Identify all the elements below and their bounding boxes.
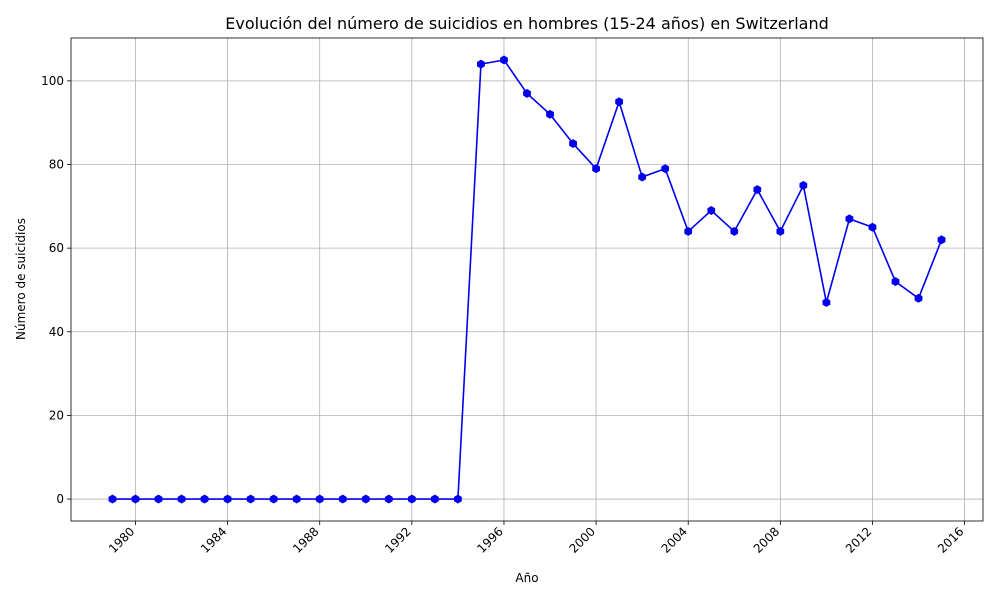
y-axis-label: Número de suicidios — [14, 218, 28, 340]
data-point — [661, 164, 670, 174]
data-point — [246, 494, 255, 504]
data-point — [799, 180, 808, 190]
marker-layer — [108, 55, 946, 504]
data-point — [315, 494, 324, 504]
y-tick-label: 100 — [41, 74, 64, 88]
y-tick-label: 80 — [49, 158, 64, 172]
data-point — [707, 206, 716, 215]
data-point — [131, 494, 140, 504]
y-tick-label: 0 — [56, 492, 64, 506]
data-point — [292, 494, 301, 504]
data-point — [615, 97, 624, 107]
y-tick-label: 60 — [49, 241, 64, 255]
data-point — [200, 494, 209, 504]
data-point — [338, 494, 347, 504]
x-tick-label: 2008 — [751, 524, 782, 555]
data-point — [638, 172, 647, 182]
data-point — [269, 494, 278, 504]
data-point — [868, 222, 877, 232]
plot-frame — [70, 37, 984, 522]
data-point — [937, 235, 946, 245]
data-point — [407, 494, 416, 504]
data-point — [500, 55, 508, 65]
chart-title: Evolución del número de suicidios en hom… — [225, 14, 828, 33]
data-point — [108, 494, 117, 504]
x-tick-label: 2004 — [659, 524, 690, 555]
series-line — [112, 59, 943, 500]
x-tick-label: 1992 — [382, 524, 413, 555]
x-tick-label: 1980 — [106, 524, 137, 555]
data-point — [177, 494, 186, 504]
data-point — [361, 494, 370, 504]
data-point — [223, 494, 232, 504]
x-tick-label: 1984 — [198, 524, 229, 555]
data-point — [730, 226, 739, 236]
data-point — [569, 139, 577, 149]
data-point — [477, 59, 485, 69]
series-line-layer — [112, 59, 943, 500]
data-point — [592, 164, 600, 174]
data-point — [546, 109, 554, 119]
x-axis-ticks: 1980 1984 1988 1992 1996 2000 2004 2008 2012 2016 — [106, 521, 966, 556]
x-axis-label: Año — [515, 571, 538, 585]
data-point — [845, 214, 854, 224]
data-point — [454, 494, 462, 504]
x-tick-label: 2012 — [843, 524, 874, 555]
data-point — [523, 88, 531, 98]
y-tick-label: 20 — [49, 408, 64, 422]
data-point — [684, 226, 693, 236]
y-tick-label: 40 — [49, 325, 64, 339]
data-point — [154, 494, 163, 504]
data-point — [384, 494, 393, 504]
data-point — [822, 298, 831, 307]
y-axis-ticks: 0 20 40 60 80 100 — [41, 74, 71, 506]
data-point — [914, 293, 923, 303]
grid-layer — [71, 38, 983, 521]
data-point — [430, 494, 439, 504]
data-point — [753, 185, 762, 195]
x-tick-label: 2000 — [567, 524, 598, 555]
x-tick-label: 2016 — [935, 524, 966, 555]
data-point — [776, 226, 785, 236]
x-tick-label: 1996 — [474, 524, 505, 555]
data-point — [891, 277, 900, 287]
x-tick-label: 1988 — [290, 524, 321, 555]
